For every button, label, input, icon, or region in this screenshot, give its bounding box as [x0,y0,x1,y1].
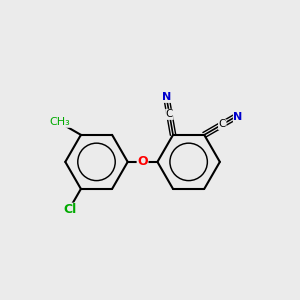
Text: N: N [162,92,172,102]
Text: N: N [233,112,243,122]
Text: C: C [166,110,173,119]
Text: O: O [137,155,148,168]
Text: Cl: Cl [63,203,76,216]
Text: C: C [219,119,226,130]
Text: CH₃: CH₃ [50,117,70,127]
